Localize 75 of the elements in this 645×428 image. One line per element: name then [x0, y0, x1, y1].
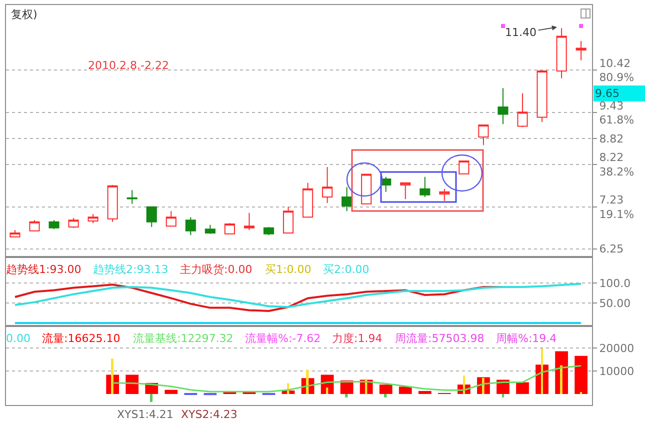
legend-label: 周流量:57503.98 [395, 332, 484, 345]
legend-label: 买2:0.00 [323, 263, 370, 276]
candlestick [244, 212, 255, 230]
bar [418, 390, 432, 394]
candlestick [439, 188, 450, 202]
y-tick-label: 50.00 [599, 296, 631, 310]
candlestick [185, 216, 196, 236]
legend-label: 0.00 [6, 332, 30, 345]
legend-label: 流量幅%:-7.62 [245, 332, 321, 345]
candlestick [10, 230, 20, 238]
candlestick [126, 190, 138, 204]
candlestick [517, 92, 528, 128]
bar [384, 394, 387, 398]
legend-label: 力度:1.94 [332, 332, 382, 345]
y-tick-label: 8.82 [599, 132, 624, 146]
bar [345, 394, 348, 398]
annotation: 复权) [11, 8, 38, 21]
y-tick-label: 10000 [599, 364, 634, 378]
candlestick [302, 182, 314, 218]
candlestick [478, 124, 489, 146]
bar [126, 374, 139, 394]
y-tick-label: 100.0 [599, 276, 631, 290]
bar [463, 376, 465, 394]
text: XYS1:4.21 [117, 408, 174, 421]
candlestick [224, 222, 235, 234]
candlestick [263, 226, 274, 236]
y-tick-label: 20000 [599, 342, 634, 355]
candlestick [146, 206, 157, 228]
bar [516, 382, 529, 394]
bar [326, 388, 328, 394]
y-tick-label: 10.42 80.9% [599, 56, 634, 84]
legend-label: 主力吸货:0.00 [180, 263, 252, 276]
series-label: 趋势线1:93.00 [6, 263, 82, 276]
candlestick [420, 176, 430, 198]
annotation: 2010.2.8.-2.22 [88, 59, 169, 72]
candlestick [342, 186, 352, 212]
candlestick [400, 182, 411, 200]
y-tick-label: 8.22 38.2% [599, 151, 634, 178]
bar [398, 386, 412, 394]
candlestick [576, 40, 586, 61]
bar [111, 358, 114, 394]
line-series [112, 364, 582, 392]
bar [379, 384, 392, 394]
candlestick [48, 220, 60, 230]
candlestick [282, 206, 294, 234]
y-tick-label: 6.25 [599, 242, 624, 256]
legend-label: 周幅%:19.4 [496, 332, 557, 345]
candlestick [498, 88, 508, 125]
text: 9.65 [595, 87, 620, 100]
candlestick [536, 70, 548, 122]
series-label: 趋势线2:93.13 [93, 263, 168, 276]
bar [164, 390, 178, 394]
candlestick [107, 184, 118, 222]
bar [574, 356, 588, 394]
text: XYS2:4.23 [181, 408, 238, 421]
legend-label: 买1:0.00 [265, 263, 312, 276]
candlestick [29, 220, 40, 232]
bar [502, 394, 504, 398]
text: 流量:16625.10 [42, 332, 120, 345]
y-tick-label: 7.23 19.1% [599, 194, 634, 221]
line-series [14, 282, 582, 308]
candlestick [166, 210, 176, 227]
candlestick [556, 28, 567, 79]
bar [541, 348, 543, 394]
bar [560, 365, 562, 394]
annotation: 11.40 [505, 26, 536, 39]
candlestick [322, 166, 333, 204]
text: 流量基线:12297.32 [133, 332, 234, 345]
y-tick-label: 9.43 61.8% [599, 99, 634, 127]
candlestick [204, 224, 216, 234]
bar [150, 394, 152, 402]
candlestick [68, 218, 79, 228]
candlestick [458, 160, 470, 174]
candlestick [361, 173, 372, 204]
candlestick [88, 214, 98, 224]
